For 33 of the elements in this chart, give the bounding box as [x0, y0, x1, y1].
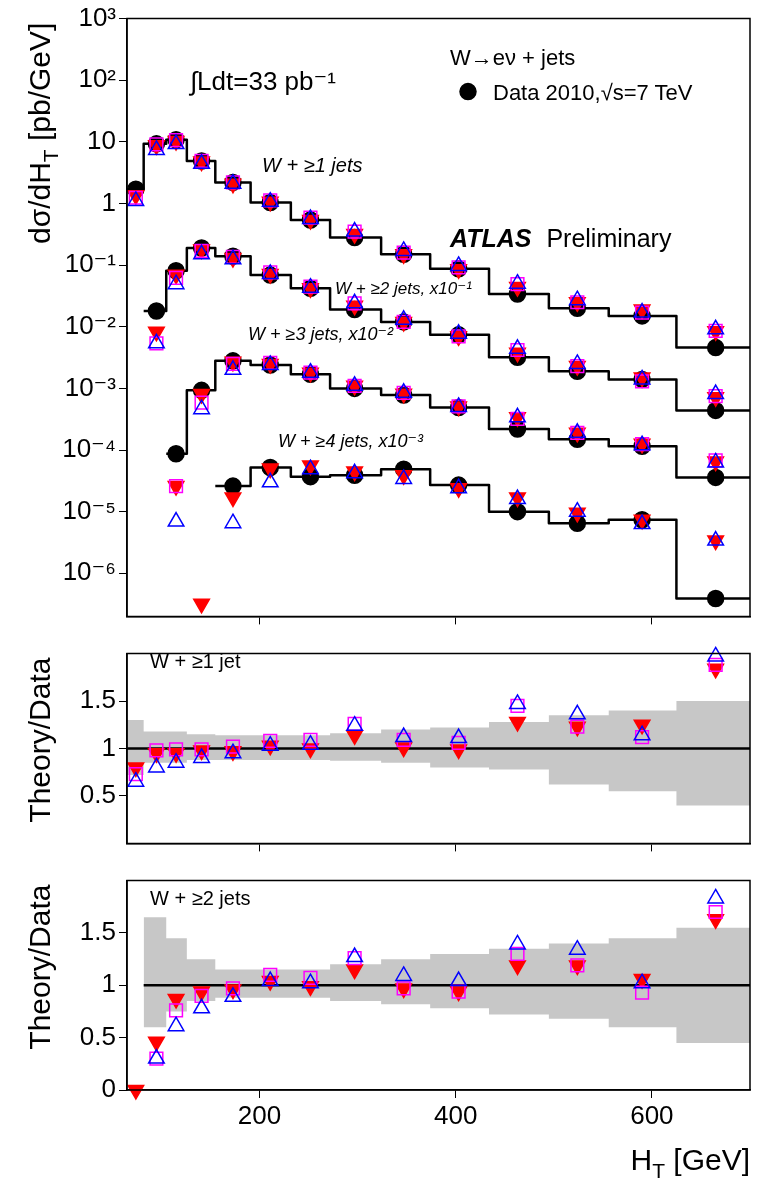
- y-tick-label: 10⁻⁵: [62, 494, 116, 525]
- x-tick-label: 400: [433, 1099, 478, 1130]
- y-tick-label: 0.5: [79, 1020, 116, 1051]
- annotation: ∫Ldt=33 pb⁻¹: [188, 66, 337, 96]
- annotation: W + ≥1 jet: [150, 650, 241, 672]
- y-tick-label: 0.5: [79, 779, 116, 810]
- annotation: ATLAS Preliminary: [449, 224, 672, 252]
- annotation: W + ≥1 jets: [262, 154, 363, 176]
- y-tick-label: 10⁻⁶: [62, 556, 116, 587]
- y-tick-label: 1: [101, 731, 116, 762]
- y-axis-title: dσ/dHT [pb/GeV]: [23, 22, 62, 245]
- x-tick-label: 600: [630, 1099, 674, 1130]
- y-tick-label: 1: [101, 186, 116, 217]
- y-tick-label: 1.5: [79, 916, 116, 947]
- y-tick-label: 0: [101, 1073, 116, 1104]
- y-tick-label: 1.5: [79, 684, 116, 715]
- y-tick-label: 10: [87, 125, 116, 156]
- y-tick-label: 10²: [78, 63, 117, 94]
- y-tick-label: 10⁻³: [64, 371, 117, 402]
- y-tick-label: 10⁻¹: [64, 248, 117, 279]
- annotation: W + ≥2 jets: [150, 887, 251, 909]
- y-axis-title: Theory/Data: [23, 884, 56, 1050]
- y-tick-label: 1: [101, 968, 116, 999]
- y-axis-title: Theory/Data: [23, 657, 56, 823]
- legend-label: Data 2010,√s=7 TeV: [493, 79, 693, 105]
- annotation: W + ≥3 jets, x10⁻²: [248, 324, 394, 344]
- x-tick-label: 200: [237, 1099, 282, 1130]
- y-tick-label: 10⁻⁴: [62, 433, 116, 464]
- annotation: W + ≥4 jets, x10⁻³: [278, 431, 424, 451]
- legend-title: W→eν + jets: [450, 44, 576, 70]
- y-tick-label: 10³: [78, 1, 117, 32]
- annotation: W + ≥2 jets, x10⁻¹: [335, 279, 473, 298]
- y-tick-label: 10⁻²: [64, 309, 117, 340]
